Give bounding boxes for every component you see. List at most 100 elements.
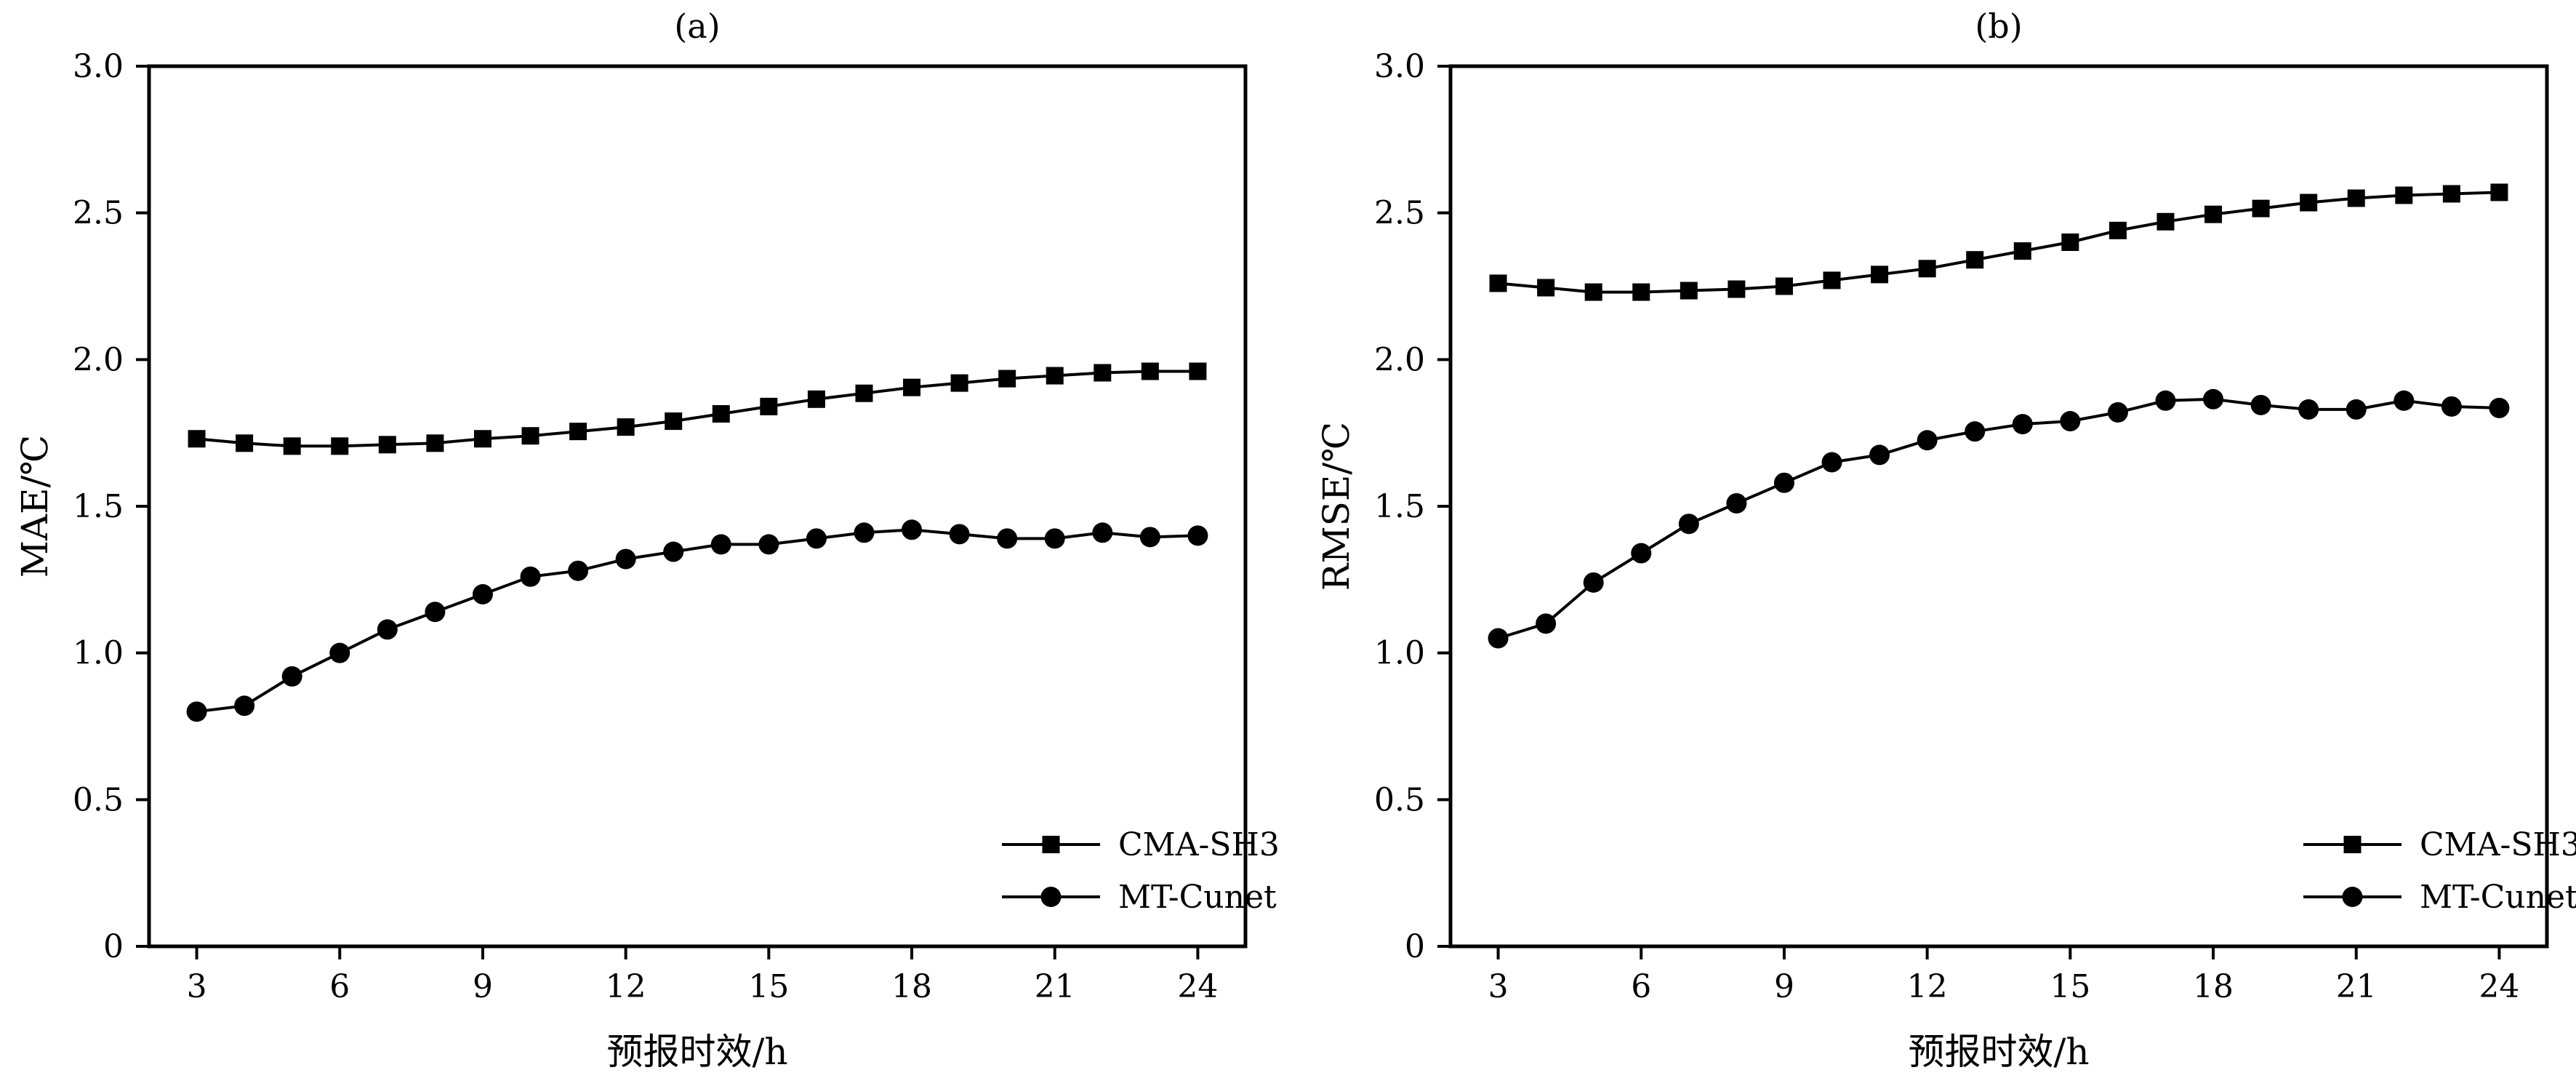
data-point-b-0-21 [2347,189,2365,207]
x-tick-label-a-9: 9 [473,968,493,1005]
series-line-b-1 [1498,397,2500,640]
data-point-b-0-18 [2204,205,2223,223]
y-tick-label-a-4: 2.0 [73,341,124,378]
y-tick-label-b-4: 2.0 [1374,341,1425,378]
data-point-a-0-16 [807,390,825,408]
data-point-a-1-17 [854,522,875,543]
x-tick-label-b-15: 15 [2050,968,2090,1005]
data-point-b-0-20 [2300,193,2318,212]
data-point-a-0-8 [426,434,444,452]
y-tick-label-b-6: 3.0 [1374,48,1425,85]
y-tick-label-a-1: 0.5 [73,781,124,818]
data-point-b-0-15 [2061,233,2079,251]
y-axis-label-a: MAE/℃ [14,435,56,578]
data-point-b-1-23 [2441,396,2462,417]
data-point-b-0-17 [2156,212,2175,231]
data-point-a-1-11 [568,560,589,581]
data-point-b-1-17 [2155,390,2176,411]
data-point-a-0-15 [760,397,778,415]
x-tick-label-b-6: 6 [1631,968,1651,1005]
data-point-a-1-21 [1044,528,1065,549]
x-tick-label-b-9: 9 [1774,968,1794,1005]
data-point-b-1-11 [1869,444,1890,466]
data-point-a-1-23 [1139,527,1160,548]
data-point-b-1-4 [1536,613,1557,634]
x-tick-label-a-15: 15 [748,968,789,1005]
data-point-a-1-16 [806,528,827,549]
x-axis-label-a: 预报时效/h [606,1031,787,1073]
data-point-a-1-15 [758,534,779,555]
legend-marker-b-0 [2343,836,2362,853]
data-point-a-0-17 [855,384,873,402]
data-point-b-0-12 [1918,260,1936,278]
y-tick-label-b-3: 1.5 [1374,488,1425,525]
legend-label-a-0: CMA-SH3 [1118,826,1280,863]
data-point-a-1-6 [329,642,350,663]
data-point-a-1-20 [997,528,1018,549]
data-point-a-1-13 [663,541,684,562]
legend-marker-a-0 [1042,836,1060,853]
x-axis-label-b: 预报时效/h [1908,1031,2089,1073]
data-point-b-1-21 [2346,399,2367,420]
data-point-b-0-13 [1966,251,1984,269]
series-line-b-0 [1498,191,2500,294]
y-tick-label-b-0: 0 [1405,928,1425,965]
x-tick-label-b-12: 12 [1907,968,1948,1005]
x-tick-label-b-3: 3 [1488,968,1509,1005]
data-point-b-0-19 [2252,199,2270,217]
data-point-b-0-14 [2013,242,2031,260]
plot-frame-a [147,64,1248,949]
data-point-b-1-3 [1488,628,1509,649]
data-point-a-0-23 [1141,362,1159,380]
data-point-b-0-16 [2108,221,2127,239]
data-point-a-1-12 [615,548,636,570]
y-tick-label-a-0: 0 [103,928,124,965]
chart-panel-a: (a) 3 6 9 12 15 18 21 24 0 0.5 1.0 1.5 2.0 2.5 3.0 预报时效/… [14,7,1280,1073]
data-point-a-1-4 [234,695,255,716]
data-point-a-0-12 [617,418,635,436]
x-tick-label-a-12: 12 [606,968,646,1005]
data-point-a-0-4 [236,434,254,452]
data-point-b-0-3 [1489,274,1507,292]
x-tick-label-b-18: 18 [2193,968,2234,1005]
data-point-b-1-15 [2060,411,2081,432]
y-tick-label-a-3: 1.5 [73,488,124,525]
data-point-b-0-5 [1584,283,1602,301]
y-tick-label-a-6: 3.0 [73,48,124,85]
legend-label-b-0: CMA-SH3 [2420,826,2576,863]
data-point-a-0-24 [1189,362,1207,380]
data-point-a-0-9 [473,430,491,448]
data-point-b-1-16 [2107,402,2128,423]
data-point-a-1-3 [186,701,207,722]
data-point-b-1-6 [1631,543,1652,564]
x-tick-label-a-18: 18 [891,968,932,1005]
data-point-b-0-8 [1728,280,1746,298]
data-point-a-1-10 [520,566,541,587]
data-point-b-0-6 [1632,283,1650,301]
data-point-a-0-7 [378,436,396,454]
x-tick-label-a-6: 6 [329,968,350,1005]
data-point-b-0-24 [2490,183,2508,201]
data-point-b-1-18 [2203,388,2224,410]
data-point-a-0-18 [903,378,921,396]
y-tick-label-b-2: 1.0 [1374,635,1425,672]
data-point-b-0-9 [1775,277,1793,295]
data-point-a-1-19 [949,524,970,545]
data-point-a-1-22 [1092,522,1113,543]
x-tick-label-b-21: 21 [2336,968,2377,1005]
series-line-a-1 [196,528,1198,714]
data-point-a-1-5 [281,666,302,687]
data-point-a-1-14 [710,534,731,555]
panel-title-a: (a) [674,7,720,46]
data-point-a-1-7 [377,619,398,640]
data-point-a-0-14 [712,404,730,423]
data-point-b-1-24 [2489,397,2510,418]
data-point-b-0-22 [2395,186,2413,204]
panel-title-b: (b) [1975,7,2022,46]
data-point-a-1-18 [902,519,923,540]
data-point-a-0-19 [950,374,968,392]
data-point-b-0-10 [1823,271,1841,290]
data-point-b-1-22 [2394,390,2415,411]
y-tick-label-b-5: 2.5 [1374,195,1425,232]
